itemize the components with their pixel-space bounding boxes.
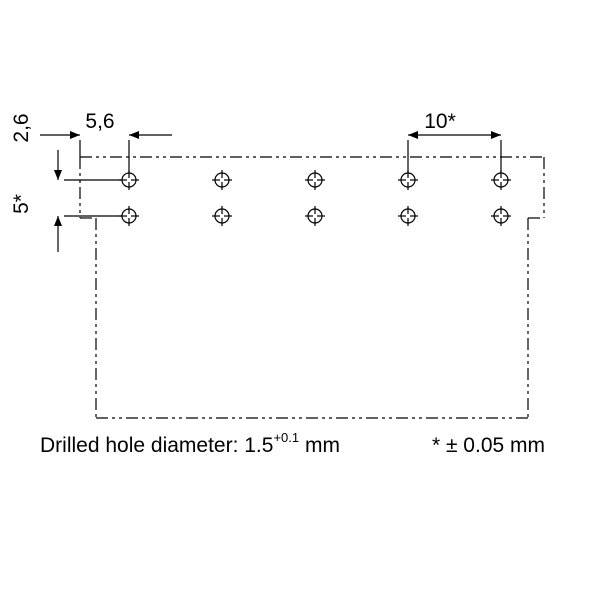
dim-2-6: 2,6 — [10, 113, 33, 142]
dim-10: 10* — [424, 110, 456, 133]
note-hole-diameter: Drilled hole diameter: 1.5+0.1 mm — [40, 430, 340, 457]
dim-5: 5* — [10, 194, 33, 214]
dim-5-6: 5,6 — [85, 110, 114, 133]
engineering-drawing: 5,6 2,6 10* 5* Drilled hole diameter: 1.5+0.… — [0, 0, 600, 600]
note-tolerance: * ± 0.05 mm — [432, 434, 545, 457]
